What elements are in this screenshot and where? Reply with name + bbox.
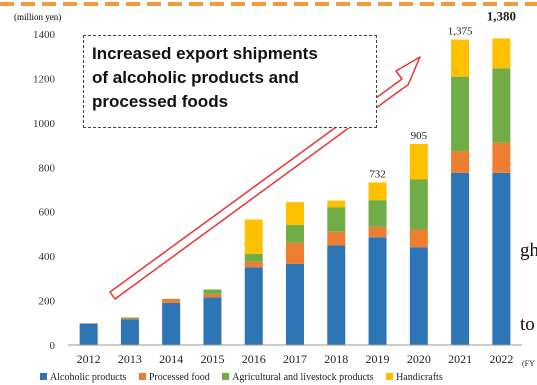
bar-segment [203,297,222,345]
side-text-fragment-1: gh. [520,240,537,261]
bar-segment [368,200,387,227]
x-tick-label: 2019 [366,352,390,366]
y-axis: 0 200 400 600 800 1000 1200 1400 [33,29,56,352]
bar-segment [409,179,428,230]
bar-segment [120,319,139,345]
legend-swatch [386,373,394,380]
bar-segment [368,237,387,345]
legend-item-agricultural: Agricultural and livestock products [222,372,374,383]
x-tick-label: 2016 [242,352,266,366]
bar-segment [120,317,139,319]
bar-segment [492,172,511,345]
y-tick-label: 1200 [33,73,56,85]
legend: Alcoholic products Processed food Agricu… [40,372,453,383]
total-labels: 732 905 1,375 1,380 [369,8,516,180]
bar-segment [79,323,98,345]
y-tick-label: 600 [39,207,56,219]
bar-segment [120,318,139,320]
growth-arrow [109,56,421,300]
x-tick-label: 2013 [118,352,142,366]
bar-segment [286,225,304,243]
x-tick-label: 2015 [200,352,224,366]
bar-segment [368,226,387,238]
callout-line-3: processed foods [92,92,229,111]
total-data-label: 1,380 [487,8,516,23]
x-tick-label: 2020 [407,352,431,366]
bar-segment [286,263,304,345]
legend-item-handicrafts: Handicrafts [386,372,443,383]
callout-line-2: of alcoholic products and [92,68,299,87]
y-tick-label: 1000 [33,118,56,130]
y-tick-label: 200 [39,296,56,308]
bar-segment [327,245,346,345]
bar-segment [492,38,511,69]
legend-item-alcoholic: Alcoholic products [40,372,126,383]
legend-label: Alcoholic products [50,372,127,383]
bar-segment [327,231,346,246]
bar-segment [409,247,428,345]
bar-segment [492,68,511,143]
bar-segment [286,242,304,264]
bar-segment [162,298,181,303]
bar-segment [286,202,304,226]
y-tick-label: 0 [50,340,56,352]
x-axis: 2012 2013 2014 2015 2016 2017 2018 2019 2020 2021… [68,344,535,368]
callout-line-1: Increased export shipments [92,44,318,63]
callout-box: Increased export shipments of alcoholic … [83,35,377,128]
legend-item-processed: Processed food [138,372,210,383]
y-tick-label: 800 [39,162,56,174]
bar-segment [203,289,222,294]
bar-segment [409,143,428,180]
bar-segment [492,142,511,173]
x-tick-label: 2018 [324,352,348,366]
bar-segment [409,229,428,248]
bar-segment [327,200,346,208]
x-tick-label: 2014 [159,352,183,366]
x-tick-label: 2022 [489,352,513,366]
bar-segment [162,302,181,345]
x-axis-unit-label: (FY [522,359,535,368]
y-tick-label: 400 [39,251,56,263]
bar-segment [244,253,263,262]
bar-segment [451,76,470,152]
bar-segment [451,172,470,345]
bar-segment [327,207,346,232]
bars-layer [79,38,511,345]
total-data-label: 905 [411,130,428,142]
legend-label: Processed food [148,372,210,383]
bar-segment [451,151,470,173]
bar-segment [451,39,470,77]
total-data-label: 1,375 [448,26,473,38]
x-tick-label: 2021 [448,352,472,366]
x-tick-label: 2012 [77,352,101,366]
legend-label: Handicrafts [396,372,443,383]
legend-swatch [40,373,47,380]
bar-segment [244,267,263,345]
bar-segment [368,182,387,201]
legend-swatch [138,373,146,380]
total-data-label: 732 [369,168,386,180]
bar-segment [203,293,222,298]
x-tick-label: 2017 [283,352,307,366]
legend-label: Agricultural and livestock products [232,372,374,383]
bar-segment [244,219,263,254]
legend-swatch [222,373,230,380]
bar-segment [244,261,263,268]
y-tick-label: 1400 [33,29,56,41]
y-axis-unit-label: (million yen) [14,12,61,22]
side-text-fragment-2: to [520,314,535,335]
